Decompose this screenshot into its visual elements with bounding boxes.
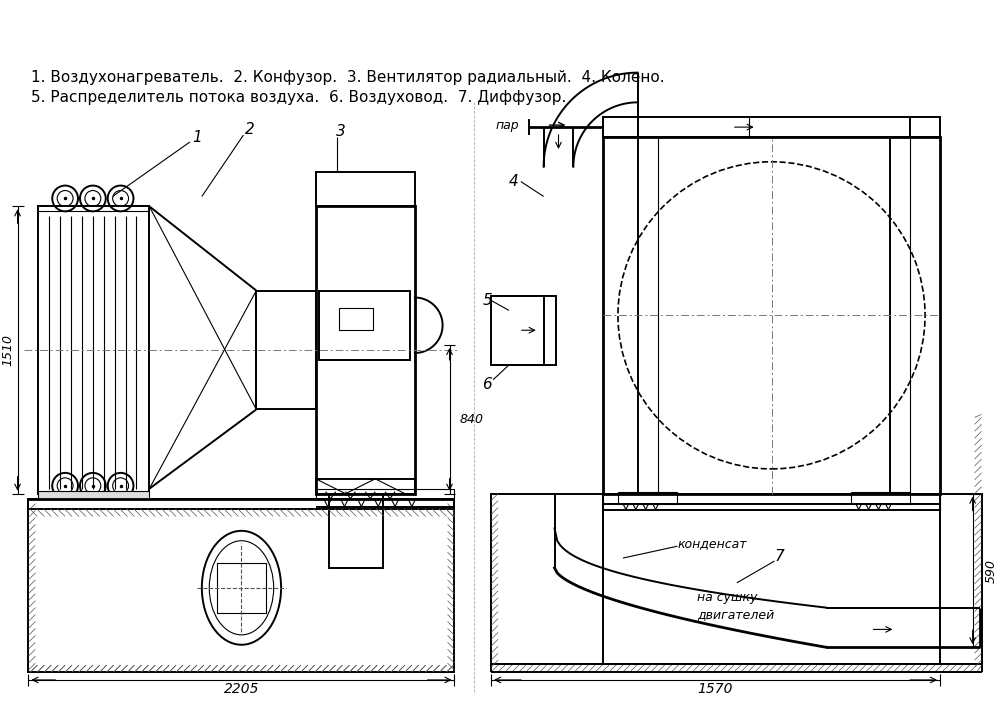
Bar: [603, 137, 940, 494]
Bar: [217, 563, 266, 613]
Bar: [603, 117, 940, 137]
Bar: [28, 498, 454, 672]
Bar: [256, 290, 316, 410]
Bar: [316, 489, 454, 498]
Text: на сушку: на сушку: [697, 591, 758, 604]
Text: 590: 590: [985, 559, 998, 583]
Bar: [38, 491, 149, 498]
Bar: [316, 479, 415, 494]
Text: 5: 5: [482, 293, 492, 308]
Bar: [618, 491, 677, 503]
Bar: [316, 172, 415, 207]
Bar: [38, 207, 149, 494]
Text: конденсат: конденсат: [677, 537, 747, 550]
Bar: [329, 493, 383, 568]
Bar: [603, 493, 940, 664]
Bar: [316, 207, 415, 494]
Text: 1510: 1510: [1, 334, 14, 366]
Text: 840: 840: [459, 413, 483, 426]
Text: 1: 1: [192, 130, 202, 145]
Bar: [339, 308, 373, 330]
Text: 3: 3: [336, 123, 345, 139]
Bar: [491, 493, 982, 664]
Text: 1. Воздухонагреватель.  2. Конфузор.  3. Вентилятор радиальный.  4. Колено.: 1. Воздухонагреватель. 2. Конфузор. 3. В…: [31, 70, 665, 85]
Bar: [851, 491, 910, 503]
Text: 5. Распределитель потока воздуха.  6. Воздуховод.  7. Диффузор.: 5. Распределитель потока воздуха. 6. Воз…: [31, 90, 567, 105]
Text: 7: 7: [775, 548, 784, 563]
Text: двигателей: двигателей: [697, 608, 774, 621]
Text: 2: 2: [245, 121, 254, 137]
Text: пар: пар: [495, 118, 519, 132]
Text: 4: 4: [509, 174, 519, 189]
Bar: [319, 290, 410, 360]
Text: 2205: 2205: [224, 682, 259, 696]
Bar: [491, 295, 556, 365]
Text: 1570: 1570: [697, 682, 733, 696]
Text: 6: 6: [482, 377, 492, 392]
